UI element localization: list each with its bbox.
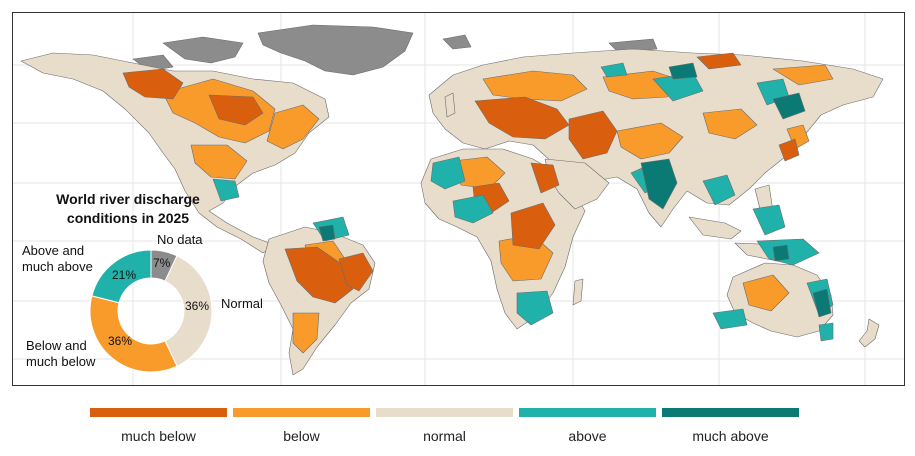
label-below: Below and much below (26, 338, 95, 370)
legend-item-normal: normal (376, 408, 513, 444)
legend: much below below normal above much above (0, 408, 915, 456)
legend-swatch-much-above (662, 408, 799, 417)
legend-swatch-normal (376, 408, 513, 417)
world-map (13, 13, 904, 385)
pct-normal: 36% (185, 299, 210, 313)
label-below-line1: Below and (26, 338, 87, 353)
chart-title-line2: conditions in 2025 (66, 210, 190, 226)
legend-label-below: below (283, 428, 320, 444)
legend-swatch-much-below (90, 408, 227, 417)
label-above-line1: Above and (22, 243, 85, 258)
pct-below: 36% (108, 334, 133, 348)
label-below-line2: much below (26, 354, 96, 369)
chart-title: World river discharge conditions in 2025 (28, 190, 228, 228)
pct-above: 21% (112, 268, 137, 282)
label-above: Above and much above (22, 243, 93, 275)
legend-item-much-above: much above (662, 408, 799, 444)
pct-no-data: 7% (153, 256, 171, 270)
legend-item-much-below: much below (90, 408, 227, 444)
label-no-data: No data (157, 232, 203, 247)
legend-label-normal: normal (423, 428, 466, 444)
label-normal: Normal (221, 296, 263, 311)
legend-item-below: below (233, 408, 370, 444)
legend-label-much-above: much above (692, 428, 769, 444)
legend-label-much-below: much below (121, 428, 196, 444)
much-above-basins (318, 62, 832, 318)
legend-swatch-above (519, 408, 656, 417)
legend-label-above: above (568, 428, 607, 444)
chart-title-line1: World river discharge (56, 191, 200, 207)
much-below-basins (122, 52, 800, 304)
label-above-line2: much above (22, 259, 93, 274)
legend-swatch-below (233, 408, 370, 417)
legend-item-above: above (519, 408, 656, 444)
